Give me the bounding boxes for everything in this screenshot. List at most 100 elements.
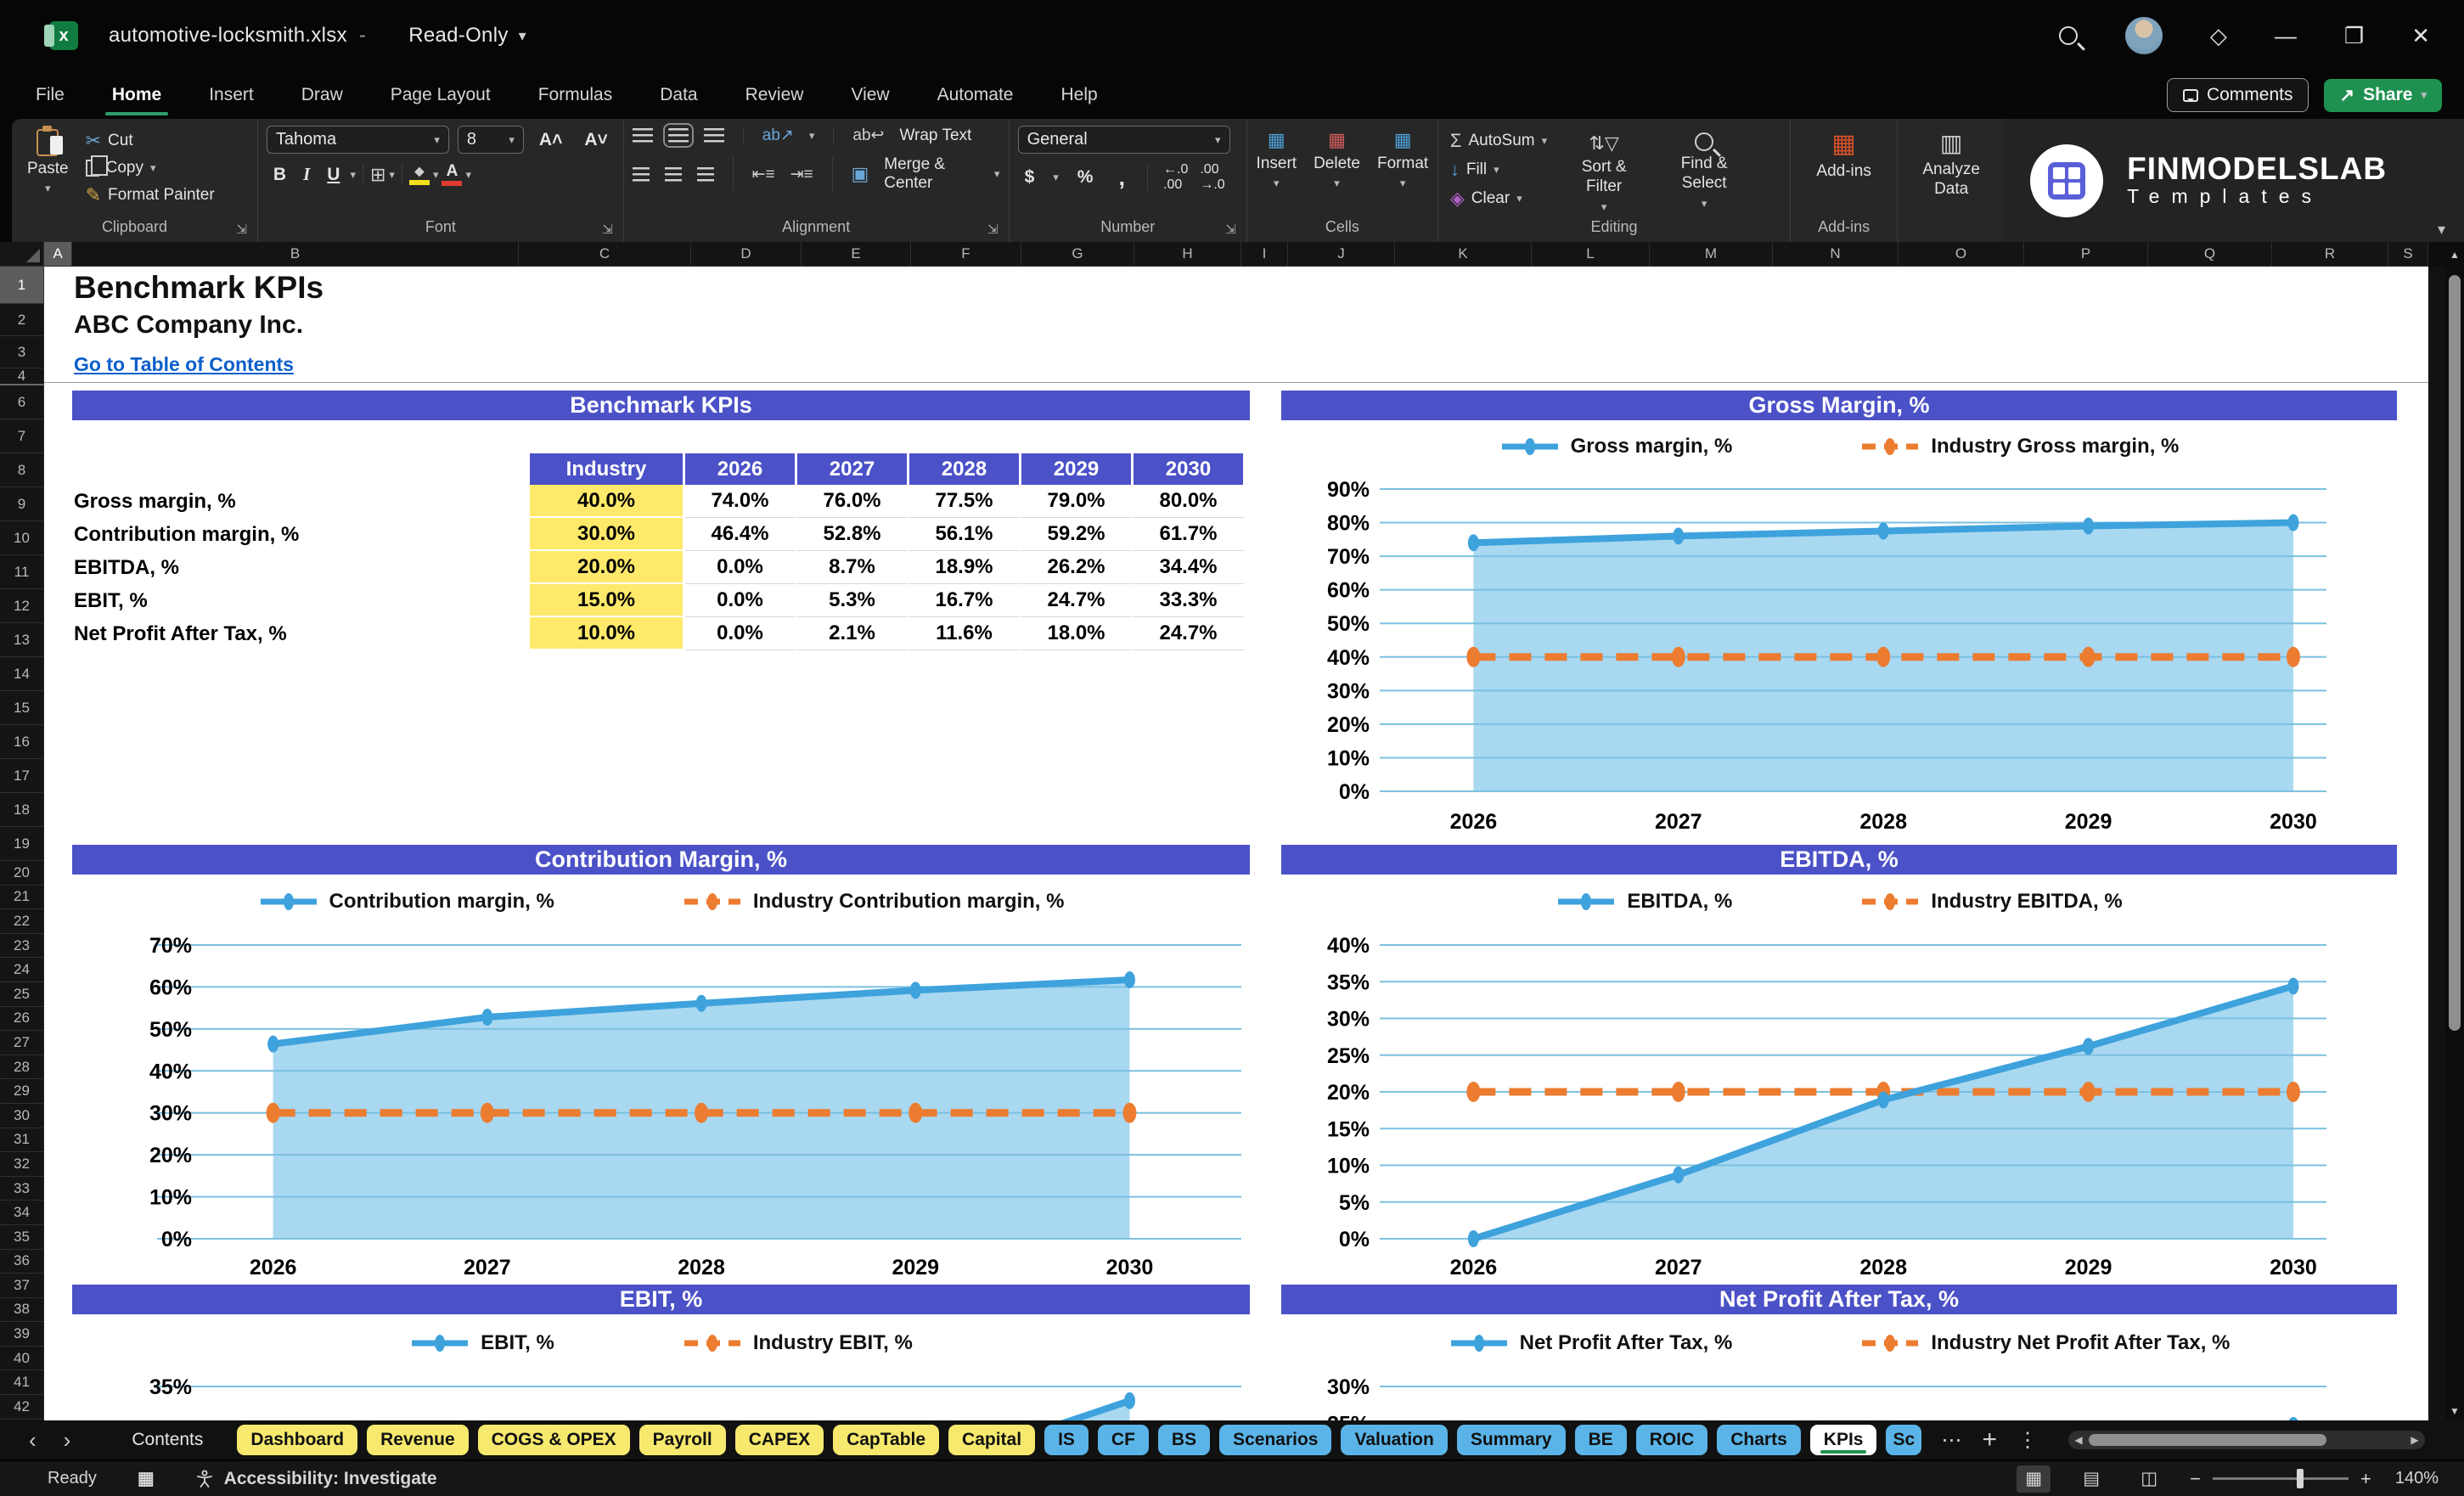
kpi-industry-value-0[interactable]: 40.0%: [530, 485, 685, 518]
row-header-33[interactable]: 33: [0, 1176, 44, 1201]
row-header-2[interactable]: 2: [0, 304, 44, 336]
row-header-37[interactable]: 37: [0, 1274, 44, 1298]
clear-button[interactable]: ◈ Clear ▾: [1447, 185, 1550, 212]
more-sheets-icon[interactable]: ⋯: [1941, 1428, 1962, 1452]
row-header-27[interactable]: 27: [0, 1031, 44, 1055]
collapse-ribbon-icon[interactable]: ▾: [2437, 221, 2446, 238]
sheet-tab-be[interactable]: BE: [1574, 1425, 1627, 1455]
chart-plot-ebit[interactable]: 0%5%10%15%20%25%30%35%202620272028202920…: [72, 1362, 1250, 1420]
row-header-12[interactable]: 12: [0, 589, 44, 623]
grow-font-button[interactable]: A˄: [538, 129, 563, 149]
comments-button[interactable]: Comments: [2166, 78, 2309, 112]
format-cells-button[interactable]: ▦ Format ▾: [1370, 126, 1435, 194]
kpi-value-3-4[interactable]: 33.3%: [1134, 584, 1246, 617]
comma-format-button[interactable]: ,: [1118, 164, 1125, 190]
column-header-L[interactable]: L: [1532, 242, 1650, 267]
row-header-17[interactable]: 17: [0, 759, 44, 793]
horizontal-scroll-thumb[interactable]: [2089, 1434, 2326, 1446]
italic-button[interactable]: I: [303, 164, 311, 184]
kpi-industry-value-1[interactable]: 30.0%: [530, 518, 685, 551]
increase-indent-icon[interactable]: ⇥≡: [790, 165, 813, 183]
align-center-icon[interactable]: [664, 166, 682, 182]
kpi-value-0-2[interactable]: 77.5%: [909, 485, 1021, 518]
zoom-level[interactable]: 140%: [2394, 1469, 2439, 1488]
kpi-header-2026[interactable]: 2026: [685, 453, 797, 485]
close-button[interactable]: ✕: [2411, 22, 2430, 48]
ribbon-tab-view[interactable]: View: [851, 85, 890, 104]
ribbon-tab-formulas[interactable]: Formulas: [537, 85, 613, 104]
premium-diamond-icon[interactable]: ◇: [2209, 22, 2227, 48]
row-header-34[interactable]: 34: [0, 1201, 44, 1225]
kpi-value-2-3[interactable]: 26.2%: [1021, 551, 1134, 584]
sheet-tab-capital[interactable]: Capital: [948, 1425, 1036, 1455]
sheet-tab-capex[interactable]: CAPEX: [734, 1425, 824, 1455]
vertical-scroll-thumb[interactable]: [2449, 275, 2461, 1031]
row-header-18[interactable]: 18: [0, 793, 44, 827]
kpi-row-label-2[interactable]: EBITDA, %: [72, 551, 530, 584]
row-header-15[interactable]: 15: [0, 691, 44, 725]
row-header-21[interactable]: 21: [0, 885, 44, 910]
kpi-value-3-2[interactable]: 16.7%: [909, 584, 1021, 617]
zoom-out-icon[interactable]: −: [2190, 1467, 2201, 1489]
align-bottom-icon[interactable]: [703, 128, 724, 143]
kpi-value-1-1[interactable]: 52.8%: [797, 518, 909, 551]
decrease-decimal-button[interactable]: .00 →.0: [1200, 162, 1225, 192]
row-header-6[interactable]: 6: [0, 385, 44, 419]
sheet-tab-kpis[interactable]: KPIs: [1809, 1425, 1877, 1455]
kpi-value-2-2[interactable]: 18.9%: [909, 551, 1021, 584]
sheet-tab-scenarios[interactable]: Scenarios: [1219, 1425, 1332, 1455]
search-icon[interactable]: [2058, 26, 2078, 45]
fill-button[interactable]: ↓ Fill ▾: [1447, 156, 1550, 183]
percent-format-button[interactable]: %: [1077, 167, 1094, 187]
scroll-up-icon[interactable]: ▲: [2445, 242, 2464, 267]
page-break-view-button[interactable]: ◫: [2141, 1469, 2158, 1488]
fill-color-button[interactable]: ⬥: [408, 164, 430, 185]
sheet-tab-bs[interactable]: BS: [1157, 1425, 1211, 1455]
column-header-N[interactable]: N: [1773, 242, 1899, 267]
ribbon-tab-page-layout[interactable]: Page Layout: [390, 85, 491, 104]
row-header-14[interactable]: 14: [0, 657, 44, 691]
kpi-value-2-1[interactable]: 8.7%: [797, 551, 909, 584]
sheet-tab-summary[interactable]: Summary: [1456, 1425, 1566, 1455]
row-header-1[interactable]: 1: [0, 267, 44, 304]
new-sheet-button[interactable]: +: [1982, 1426, 1997, 1454]
row-header-19[interactable]: 19: [0, 827, 44, 861]
column-header-K[interactable]: K: [1395, 242, 1532, 267]
bold-button[interactable]: B: [273, 164, 287, 184]
font-family-select[interactable]: Tahoma ▾: [266, 126, 449, 154]
wrap-text-icon[interactable]: ab↩: [852, 127, 885, 144]
kpi-value-2-4[interactable]: 34.4%: [1134, 551, 1246, 584]
kpi-value-4-2[interactable]: 11.6%: [909, 617, 1021, 650]
paste-button[interactable]: Paste ▾: [20, 126, 76, 199]
title-chevron-icon[interactable]: ▾: [518, 26, 526, 44]
ribbon-tab-home[interactable]: Home: [104, 76, 169, 115]
merge-center-icon[interactable]: ▣: [851, 163, 869, 184]
kpi-value-2-0[interactable]: 0.0%: [685, 551, 797, 584]
row-header-3[interactable]: 3: [0, 336, 44, 368]
zoom-slider-thumb[interactable]: [2297, 1469, 2304, 1488]
kpi-header-industry[interactable]: Industry: [530, 453, 685, 485]
page-layout-view-button[interactable]: ▤: [2083, 1469, 2101, 1488]
column-header-J[interactable]: J: [1288, 242, 1395, 267]
kpi-industry-value-4[interactable]: 10.0%: [530, 617, 685, 650]
chart-plot-contribution-margin[interactable]: 0% 10% 20% 30% 40% 50% 60% 70% 2026 2027 2028 2029 2…: [72, 925, 1250, 1290]
addins-button[interactable]: ▦ Add-ins: [1809, 126, 1877, 184]
currency-format-button[interactable]: $: [1024, 167, 1035, 187]
kpi-header-2028[interactable]: 2028: [909, 453, 1021, 485]
alignment-dialog-launcher-icon[interactable]: ⇲: [987, 222, 999, 237]
kpi-header-2030[interactable]: 2030: [1134, 453, 1246, 485]
vertical-scrollbar[interactable]: ▼: [2445, 267, 2464, 1420]
scroll-right-icon[interactable]: ▶: [2411, 1434, 2419, 1446]
kpi-value-4-4[interactable]: 24.7%: [1134, 617, 1246, 650]
kpi-value-4-0[interactable]: 0.0%: [685, 617, 797, 650]
ribbon-tab-review[interactable]: Review: [745, 85, 804, 104]
sheet-tab-revenue[interactable]: Revenue: [367, 1425, 469, 1455]
row-header-38[interactable]: 38: [0, 1297, 44, 1323]
column-header-A[interactable]: A: [44, 242, 72, 267]
column-header-C[interactable]: C: [519, 242, 691, 267]
sheet-tab-roic[interactable]: ROIC: [1635, 1425, 1708, 1455]
user-avatar[interactable]: [2124, 17, 2163, 54]
kpi-value-0-3[interactable]: 79.0%: [1021, 485, 1134, 518]
row-header-10[interactable]: 10: [0, 521, 44, 555]
